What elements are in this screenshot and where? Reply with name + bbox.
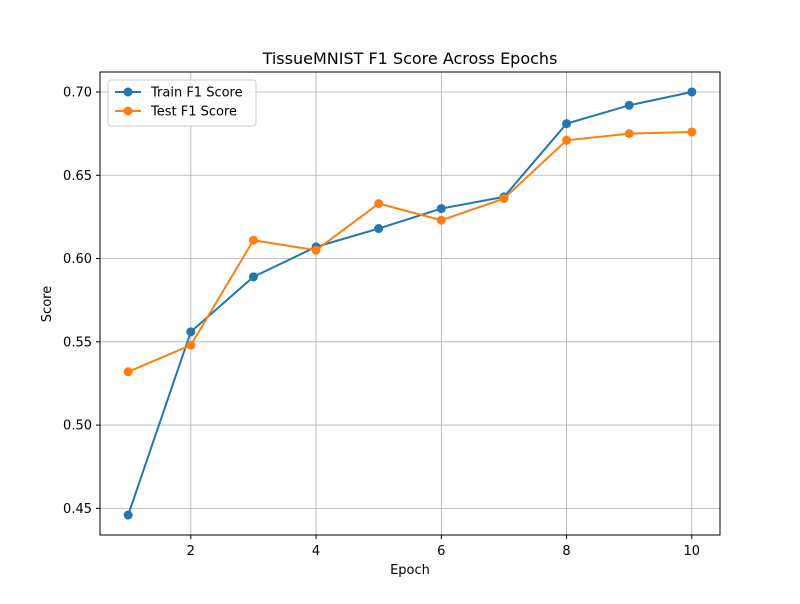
series-2-point	[374, 199, 384, 209]
chart-title: TissueMNIST F1 Score Across Epochs	[262, 49, 558, 68]
legend-label-1: Train F1 Score	[150, 86, 243, 101]
series-2-point	[123, 367, 133, 377]
y-tick-label: 0.55	[63, 335, 92, 350]
x-tick-label: 8	[562, 544, 570, 559]
series-1-point	[687, 87, 697, 97]
series-2-point	[436, 215, 446, 225]
x-tick-label: 6	[437, 544, 445, 559]
series-2-point	[186, 340, 196, 350]
tick-labels: 2 4 6 8 10 0.45 0.50 0.55 0.60 0.65 0.70	[63, 85, 700, 559]
series-2-point	[687, 127, 697, 137]
x-tick-label: 10	[684, 544, 701, 559]
x-axis-label: Epoch	[390, 563, 430, 578]
series-2-point	[624, 129, 634, 139]
plot-frame	[99, 71, 721, 536]
axes	[96, 71, 721, 539]
series-2-point	[248, 235, 258, 245]
y-tick-label: 0.70	[63, 85, 92, 100]
x-tick-label: 4	[312, 544, 320, 559]
y-tick-label: 0.45	[63, 502, 92, 517]
y-tick-label: 0.65	[63, 169, 92, 184]
y-tick-label: 0.60	[63, 252, 92, 267]
series-line-1	[127, 91, 693, 516]
series-1-point	[248, 272, 258, 282]
series-2-point	[562, 135, 572, 145]
series-1-point	[436, 204, 446, 214]
series-1-point	[562, 119, 572, 129]
series-layer	[123, 87, 697, 520]
legend-marker-1	[123, 87, 133, 97]
x-tick-label: 2	[187, 544, 195, 559]
grid-lines	[100, 72, 720, 535]
legend-box	[107, 79, 257, 127]
legend-marker-2	[123, 106, 133, 116]
series-line-2	[127, 130, 692, 373]
y-axis-label: Score	[40, 286, 55, 322]
series-1-point	[186, 327, 196, 337]
legend-label-2: Test F1 Score	[150, 105, 237, 120]
series-1-point	[624, 100, 634, 110]
y-tick-label: 0.50	[63, 419, 92, 434]
legend: Train F1 Score Test F1 Score	[107, 79, 257, 127]
series-2-point	[499, 194, 509, 204]
series-1-point	[123, 510, 133, 520]
series-2-point	[311, 245, 321, 255]
series-1-point	[374, 224, 384, 234]
